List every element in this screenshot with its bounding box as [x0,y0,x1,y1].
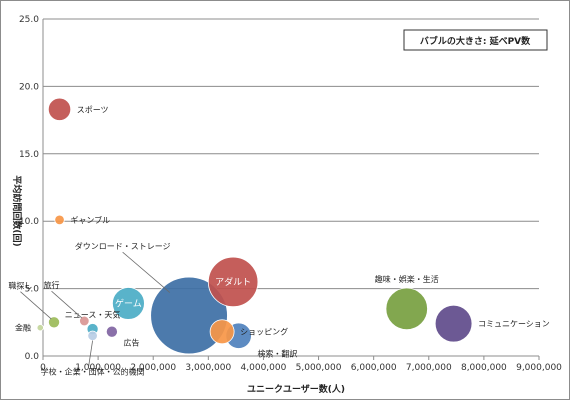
bubble-label: スポーツ [77,105,109,114]
bubble [105,325,118,338]
y-tick-label: 0.0 [25,352,40,362]
bubble [54,214,65,226]
bubble-label: ニュース・天気 [65,309,121,319]
bubbles [36,97,473,355]
bubble [47,97,72,121]
bubble [112,287,145,320]
x-tick-label: 6,000,000 [351,363,397,373]
gridlines [43,18,539,290]
y-axis-title: 平均訪問回数(回) [11,175,23,246]
bubble [385,287,428,331]
x-tick-label: 8,000,000 [461,363,507,373]
legend-note: バブルの大きさ: 延べPV数 [420,35,531,47]
x-axis-title: ユニークユーザー数(人) [247,383,345,395]
y-tick-label: 15.0 [19,150,39,160]
bubble-label: コミュニケーション [478,320,550,329]
bubble-label: 旅行 [44,280,60,290]
bubble [207,256,259,308]
x-tick-label: 0 [40,363,46,373]
bubble [36,324,44,332]
bubble [434,304,473,343]
bubble-label: 学校・企業・団体・公的機関 [41,367,145,377]
bubble [79,315,90,327]
leader-line [51,290,83,319]
x-tick-label: 4,000,000 [241,363,287,373]
bubble-label: ショッピング [240,327,288,337]
bubble-label: ギャンブル [70,215,110,225]
x-tick-label: 5,000,000 [296,363,342,373]
bubble-label: 職探し [8,281,32,291]
bubble-label: アダルト [215,276,251,288]
y-tick-label: 10.0 [19,217,39,227]
bubble [87,330,98,341]
leader-line [88,340,93,367]
leader-line [122,251,171,293]
y-tick-label: 25.0 [19,15,39,25]
bubble [150,276,228,355]
bubble-label: ダウンロード・ストレージ [75,241,171,251]
leader-line [20,291,52,320]
bubble [209,319,235,345]
y-tick-label: 5.0 [25,285,40,295]
legend-note-box: バブルの大きさ: 延べPV数 [403,29,548,51]
x-tick-label: 3,000,000 [185,363,231,373]
x-tick-label: 2,000,000 [130,363,176,373]
bubble-label: 検索・翻訳 [257,349,297,359]
x-tick-label: 7,000,000 [406,363,452,373]
y-tick-label: 20.0 [19,82,39,92]
axes: 0.0 5.0 10.0 15.0 20.0 25.0 0 1,000,000 2,000,00… [19,15,562,373]
bubble-label: ゲーム [115,297,142,309]
bubble [48,316,61,329]
x-tick-label: 9,000,000 [516,363,562,373]
bubble-label: 広告 [123,337,139,347]
bubble-label: 金融 [15,323,31,333]
x-tick-label: 1,000,000 [75,363,121,373]
bubble-label: 趣味・娯楽・生活 [375,274,439,284]
